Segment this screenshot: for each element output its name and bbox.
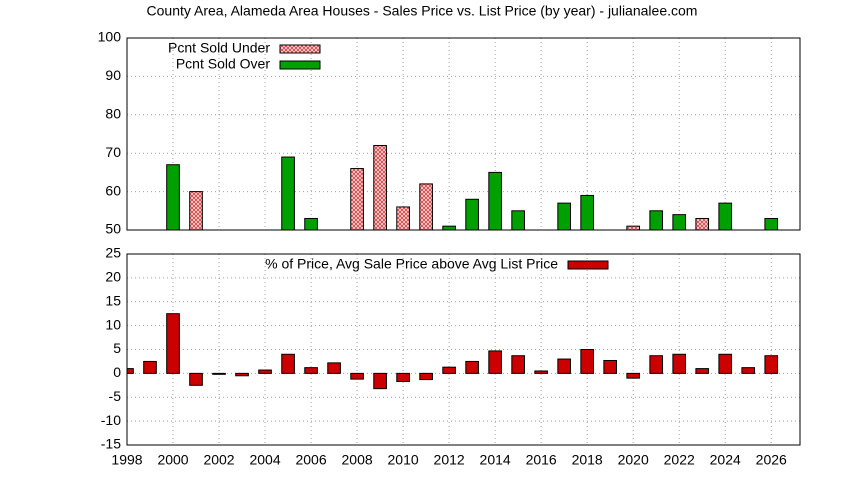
bar — [373, 372, 387, 390]
bar — [189, 372, 203, 386]
plot-area — [166, 145, 779, 230]
x-tick-label: 2020 — [618, 452, 649, 468]
bar — [304, 367, 318, 374]
bar — [695, 368, 710, 374]
bar — [672, 353, 687, 374]
bar — [580, 349, 594, 374]
x-tick-label: 2006 — [295, 452, 326, 468]
bar — [304, 217, 318, 230]
bar — [580, 194, 594, 230]
y-tick-label: 0 — [113, 364, 121, 380]
x-tick-label: 2004 — [249, 452, 280, 468]
bar — [741, 367, 756, 374]
y-tick-label: 15 — [105, 292, 121, 308]
bar — [281, 353, 295, 374]
bar — [419, 183, 433, 230]
bar — [419, 372, 433, 381]
chart-title: County Area, Alameda Area Houses - Sales… — [147, 3, 698, 19]
bar — [350, 372, 364, 380]
plot-area — [127, 313, 779, 390]
frame — [126, 37, 801, 231]
bar — [166, 313, 180, 374]
bar — [488, 350, 502, 374]
x-tick-label: 2024 — [710, 452, 741, 468]
bar — [534, 370, 548, 374]
bar — [442, 225, 456, 230]
bar — [212, 372, 226, 375]
bar — [442, 366, 456, 374]
y-tick-label: 60 — [105, 182, 121, 198]
bar — [465, 198, 479, 230]
legend-label: % of Price, Avg Sale Price above Avg Lis… — [265, 256, 558, 272]
legend-label: Pcnt Sold Over — [176, 56, 270, 72]
bar — [143, 360, 157, 374]
bar — [350, 168, 364, 230]
x-tick-label: 2010 — [388, 452, 419, 468]
bar — [396, 372, 410, 382]
y-tick-label: 70 — [105, 144, 121, 160]
y-tick-label: 90 — [105, 67, 121, 83]
bar — [764, 355, 779, 374]
bar — [672, 214, 687, 230]
bar — [511, 355, 525, 374]
legend-swatch — [279, 60, 321, 70]
y-tick-label: 50 — [105, 221, 121, 237]
y-tick-label: 80 — [105, 106, 121, 122]
x-tick-label: 2012 — [434, 452, 465, 468]
bar — [327, 362, 341, 374]
bar — [557, 358, 571, 374]
x-tick-label: 1998 — [111, 452, 142, 468]
bar — [258, 369, 272, 374]
bar — [764, 217, 779, 230]
x-tick-label: 2000 — [157, 452, 188, 468]
y-tick-label: 100 — [98, 29, 122, 45]
bar — [281, 156, 295, 230]
bar — [235, 372, 249, 377]
bar — [718, 353, 733, 374]
bar — [557, 202, 571, 230]
bar — [488, 171, 502, 230]
bar — [189, 191, 203, 230]
y-tick-label: 25 — [105, 245, 121, 261]
x-tick-label: 2014 — [480, 452, 511, 468]
bar — [465, 360, 479, 374]
legend-swatch — [567, 260, 609, 270]
bar — [511, 210, 525, 230]
y-tick-label: -15 — [101, 436, 121, 452]
bar — [396, 206, 410, 230]
y-tick-label: 5 — [113, 340, 121, 356]
y-tick-label: 10 — [105, 316, 121, 332]
frame — [126, 253, 801, 446]
x-tick-label: 2002 — [203, 452, 234, 468]
y-tick-label: -5 — [109, 388, 122, 404]
x-tick-label: 2018 — [572, 452, 603, 468]
y-tick-label: -10 — [101, 412, 121, 428]
bar — [649, 355, 664, 374]
bar — [695, 217, 710, 230]
x-tick-label: 2026 — [756, 452, 787, 468]
bar — [166, 164, 180, 230]
legend-label: Pcnt Sold Under — [168, 40, 270, 56]
legend-swatch — [279, 44, 321, 54]
bar — [626, 225, 641, 230]
y-tick-label: 20 — [105, 269, 121, 285]
x-tick-label: 2016 — [526, 452, 557, 468]
bar — [603, 359, 618, 374]
x-tick-label: 2008 — [342, 452, 373, 468]
bar — [373, 145, 387, 230]
x-tick-label: 2022 — [664, 452, 695, 468]
bar — [718, 202, 733, 230]
bar — [626, 372, 641, 379]
bar — [649, 210, 664, 230]
